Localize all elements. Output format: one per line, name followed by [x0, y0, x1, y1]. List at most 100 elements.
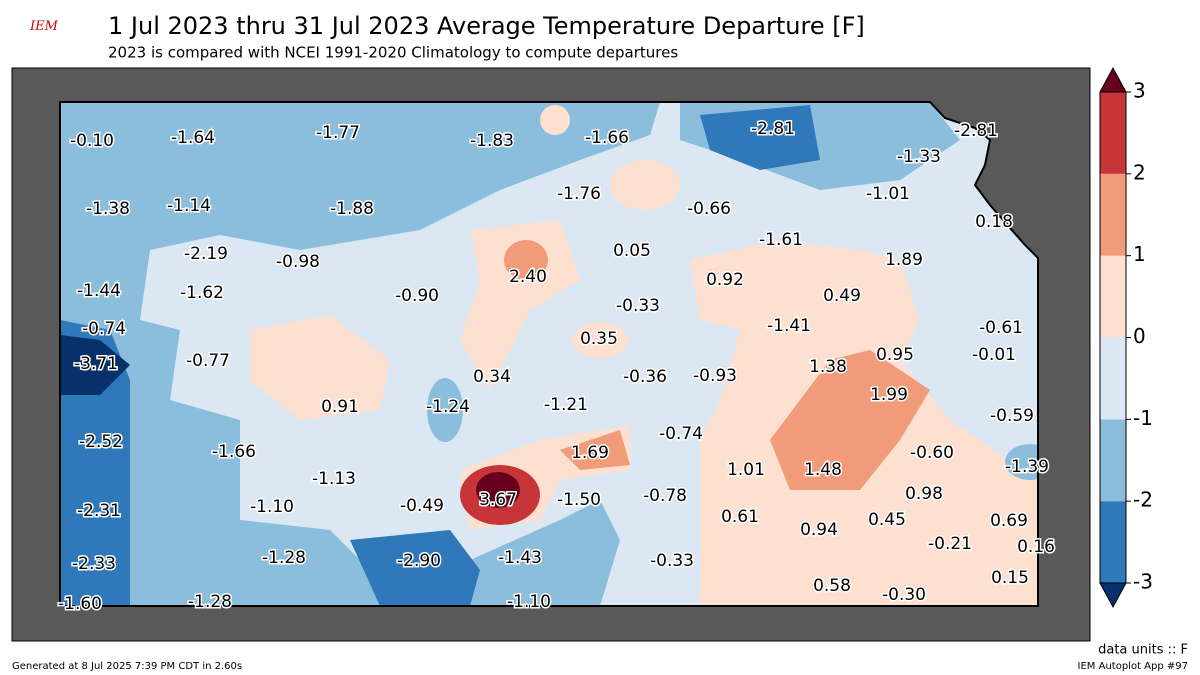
- station-value: -0.98: [276, 252, 320, 272]
- station-value: -1.38: [86, 199, 130, 219]
- station-value: -0.10: [70, 131, 114, 151]
- station-value: -1.88: [330, 199, 374, 219]
- station-value: -1.44: [77, 281, 121, 301]
- subtitle: 2023 is compared with NCEI 1991-2020 Cli…: [108, 44, 678, 62]
- station-value: -1.10: [507, 592, 551, 612]
- station-value: 0.16: [1017, 537, 1055, 557]
- station-value: -0.78: [643, 486, 687, 506]
- colorbar-bin: [1100, 255, 1126, 338]
- station-value: -3.71: [74, 354, 118, 374]
- station-value: -0.61: [979, 318, 1023, 338]
- station-value: -0.30: [882, 585, 926, 605]
- station-value: 1.99: [870, 385, 908, 405]
- station-value: 1.69: [571, 443, 609, 463]
- station-value: -1.62: [180, 283, 224, 303]
- station-value: -0.01: [972, 345, 1016, 365]
- colorbar-bin: [1100, 173, 1126, 256]
- station-value: 1.48: [804, 460, 842, 480]
- station-value: -0.49: [400, 496, 444, 516]
- station-value: -1.33: [897, 147, 941, 167]
- station-value: -1.66: [212, 442, 256, 462]
- station-value: -0.60: [910, 443, 954, 463]
- app-label: IEM Autoplot App #97: [1078, 661, 1188, 672]
- station-value: -1.50: [557, 490, 601, 510]
- station-value: -1.10: [250, 497, 294, 517]
- station-value: 0.61: [721, 507, 759, 527]
- logo: IEM: [29, 19, 59, 34]
- station-value: 0.18: [975, 212, 1013, 232]
- colorbar-tick-label: -2: [1133, 488, 1153, 512]
- station-value: 0.69: [990, 511, 1028, 531]
- station-value: 2.40: [509, 267, 547, 287]
- station-value: 3.67: [479, 490, 517, 510]
- colorbar-bin: [1100, 501, 1126, 583]
- station-value: -0.66: [687, 199, 731, 219]
- station-value: -1.39: [1005, 457, 1049, 477]
- station-value: -2.33: [72, 554, 116, 574]
- colorbar-tick-label: 0: [1133, 324, 1146, 348]
- colorbar-bin: [1100, 92, 1126, 174]
- station-value: 0.58: [813, 576, 851, 596]
- station-value: -0.77: [186, 351, 230, 371]
- station-value: -2.81: [751, 119, 795, 139]
- title: 1 Jul 2023 thru 31 Jul 2023 Average Temp…: [108, 12, 865, 40]
- colorbar: -3 -2 -1 0 1 2 3: [1099, 66, 1153, 609]
- station-value: 0.92: [706, 270, 744, 290]
- station-value: 1.01: [727, 460, 765, 480]
- colorbar-bin: [1100, 337, 1126, 420]
- colorbar-tick-label: -1: [1133, 406, 1153, 430]
- colorbar-tick-label: 2: [1133, 160, 1146, 184]
- station-value: -1.24: [426, 397, 470, 417]
- colorbar-extend-low: [1099, 582, 1127, 609]
- station-value: -1.41: [767, 316, 811, 336]
- station-value: -1.28: [188, 592, 232, 612]
- station-value: -1.01: [866, 184, 910, 204]
- station-value: -0.93: [693, 366, 737, 386]
- station-value: -0.33: [616, 296, 660, 316]
- station-value: -1.21: [544, 395, 588, 415]
- station-value: 0.91: [321, 397, 359, 417]
- station-value: -2.52: [79, 432, 123, 452]
- station-value: -0.21: [928, 534, 972, 554]
- station-value: -2.90: [397, 551, 441, 571]
- station-value: 0.05: [613, 241, 651, 261]
- colorbar-tick-label: -3: [1133, 570, 1153, 594]
- station-value: -0.59: [990, 406, 1034, 426]
- colorbar-extend-high: [1099, 66, 1127, 93]
- station-value: -0.74: [82, 319, 126, 339]
- station-value: -0.74: [659, 424, 703, 444]
- station-value: -1.77: [316, 123, 360, 143]
- station-value: 1.38: [809, 357, 847, 377]
- units-note: data units :: F: [1098, 643, 1188, 658]
- colorbar-bin: [1100, 419, 1126, 502]
- station-value: 0.15: [991, 568, 1029, 588]
- station-value: 0.34: [473, 367, 511, 387]
- station-value: -0.90: [395, 286, 439, 306]
- station-value: -1.83: [470, 131, 514, 151]
- station-value: 0.35: [580, 329, 618, 349]
- station-value: 1.89: [885, 250, 923, 270]
- station-value: -1.76: [557, 184, 601, 204]
- station-value: 0.95: [876, 345, 914, 365]
- station-value: -1.43: [498, 548, 542, 568]
- station-value: -2.31: [77, 501, 121, 521]
- station-value: -1.64: [171, 128, 215, 148]
- station-value: -1.14: [167, 196, 211, 216]
- station-value: -1.60: [58, 594, 102, 614]
- station-value: -0.36: [623, 367, 667, 387]
- station-labels: -0.10 -1.64 -1.77 -1.83 -1.66 -2.81 -2.81 -1.33…: [57, 118, 1057, 616]
- state-border: [59, 101, 1039, 607]
- station-value: -0.33: [650, 551, 694, 571]
- station-value: -1.28: [262, 548, 306, 568]
- colorbar-tick-label: 3: [1133, 79, 1146, 103]
- station-value: -1.66: [585, 128, 629, 148]
- contours: [60, 102, 1038, 606]
- station-value: -1.13: [312, 469, 356, 489]
- station-value: 0.94: [800, 520, 838, 540]
- station-value: -1.61: [759, 230, 803, 250]
- station-value: -2.19: [184, 244, 228, 264]
- generated: Generated at 8 Jul 2025 7:39 PM CDT in 2…: [12, 661, 242, 672]
- station-value: 0.49: [823, 286, 861, 306]
- station-value: 0.98: [905, 484, 943, 504]
